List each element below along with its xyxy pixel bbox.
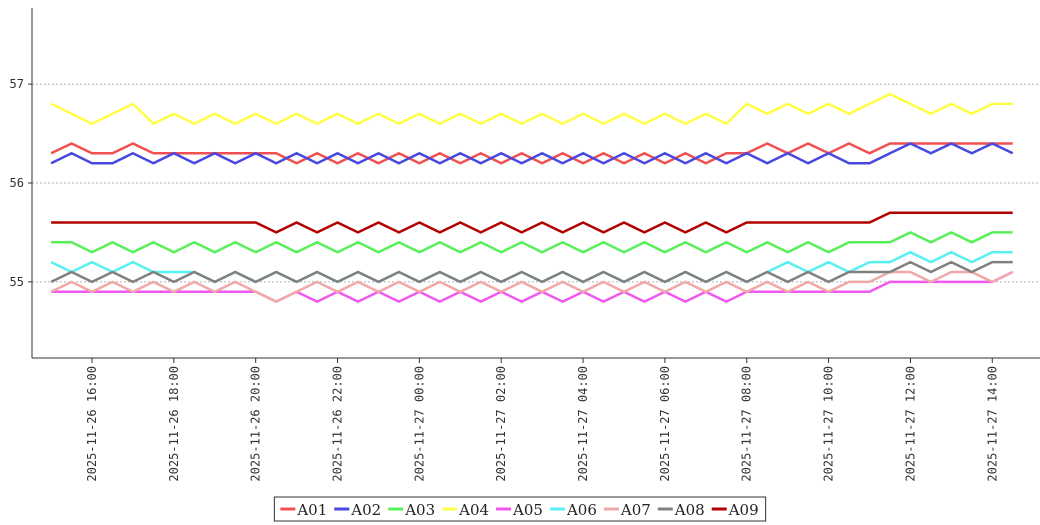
series-line bbox=[50, 260, 1013, 284]
legend-label: A09 bbox=[728, 501, 759, 519]
x-tick-label: 2025-11-27 02:00 bbox=[494, 366, 508, 482]
series-line bbox=[50, 270, 1014, 303]
series-line bbox=[50, 142, 1013, 165]
series-line bbox=[51, 211, 1013, 234]
y-tick-label: 57 bbox=[10, 77, 24, 91]
x-tick-label: 2025-11-26 20:00 bbox=[249, 366, 263, 482]
x-tick-label: 2025-11-27 12:00 bbox=[903, 366, 917, 482]
legend-label: A04 bbox=[458, 501, 489, 519]
x-tick-label: 2025-11-27 10:00 bbox=[822, 366, 836, 482]
legend-label: A02 bbox=[350, 501, 381, 519]
y-tick-label: 55 bbox=[10, 275, 24, 289]
x-tick-label: 2025-11-26 18:00 bbox=[167, 366, 181, 482]
legend-label: A03 bbox=[404, 501, 435, 519]
series-line bbox=[51, 231, 1013, 254]
x-tick-label: 2025-11-26 16:00 bbox=[85, 366, 99, 482]
series-line bbox=[50, 142, 1014, 165]
x-tick-label: 2025-11-27 08:00 bbox=[740, 366, 754, 482]
legend-label: A01 bbox=[296, 501, 327, 519]
legend-label: A06 bbox=[566, 501, 597, 519]
series-line bbox=[50, 92, 1013, 126]
x-tick-label: 2025-11-27 04:00 bbox=[576, 366, 590, 482]
legend-label: A08 bbox=[674, 501, 705, 519]
legend-label: A07 bbox=[620, 501, 651, 519]
legend-label: A05 bbox=[512, 501, 543, 519]
y-tick-label: 56 bbox=[10, 176, 24, 190]
series-line bbox=[51, 270, 1014, 303]
legend-box bbox=[273, 496, 767, 522]
x-tick-label: 2025-11-27 14:00 bbox=[985, 366, 999, 482]
x-tick-label: 2025-11-26 22:00 bbox=[331, 366, 345, 482]
x-tick-label: 2025-11-27 06:00 bbox=[658, 366, 672, 482]
legend: A01 A02 A03 A04 A05 A06 A07 A08 A09 bbox=[273, 496, 767, 522]
x-tick-label: 2025-11-27 00:00 bbox=[412, 366, 426, 482]
